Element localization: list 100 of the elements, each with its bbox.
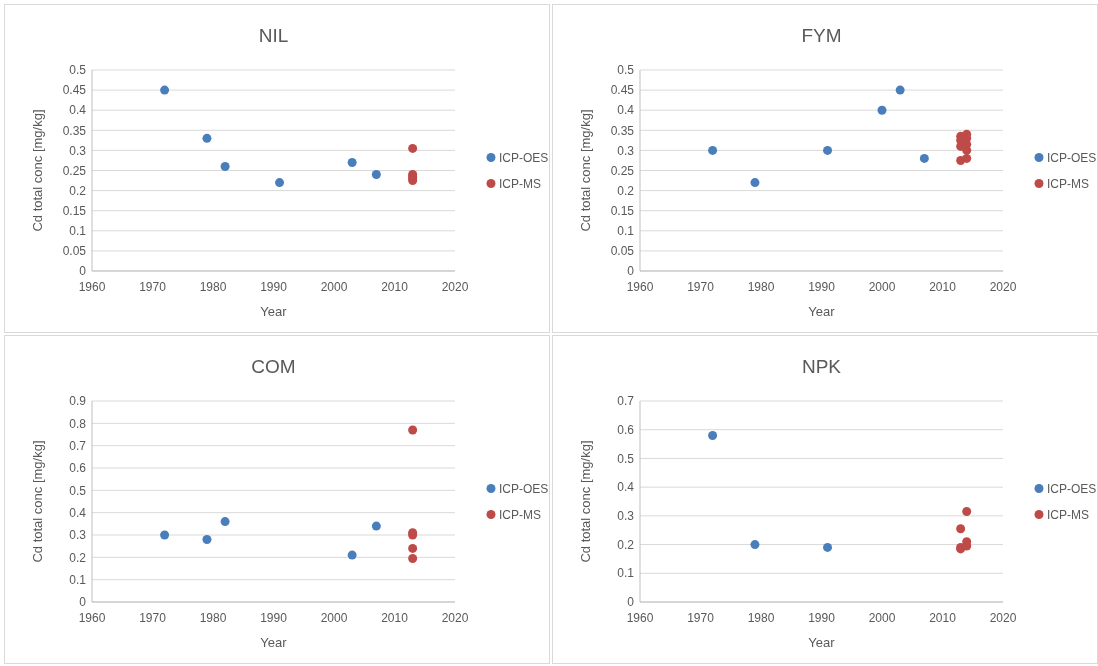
- y-tick-label: 0.2: [69, 183, 87, 198]
- point: [877, 105, 887, 115]
- y-tick-label: 0.6: [69, 461, 87, 476]
- point: [823, 145, 833, 155]
- point: [371, 170, 381, 180]
- x-tick-label: 1990: [260, 280, 288, 294]
- x-tick-label: 2020: [441, 280, 469, 294]
- x-tick-label: 1970: [139, 280, 167, 294]
- x-tick-label: 2000: [868, 280, 896, 294]
- x-tick-label: 1970: [687, 280, 715, 294]
- y-tick-label: 0.25: [62, 163, 87, 178]
- y-axis-title: Cd total conc [mg/kg]: [578, 109, 593, 232]
- point: [160, 530, 170, 540]
- point: [220, 517, 230, 527]
- point: [202, 534, 212, 544]
- y-tick-label: 0.3: [69, 528, 87, 543]
- y-tick-label: 0: [79, 264, 87, 279]
- y-tick-label: 0.15: [610, 203, 635, 218]
- y-axis-title: Cd total conc [mg/kg]: [578, 440, 593, 563]
- y-tick-label: 0.4: [69, 505, 87, 520]
- y-tick-label: 0.7: [69, 438, 87, 453]
- y-tick-label: 0.45: [610, 83, 635, 98]
- point: [708, 145, 718, 155]
- y-tick-label: 0.1: [617, 224, 635, 238]
- x-tick-label: 2000: [320, 611, 348, 625]
- y-tick-label: 0.05: [62, 244, 87, 259]
- point: [919, 153, 929, 163]
- y-tick-label: 0.5: [617, 451, 635, 466]
- x-tick-label: 2000: [868, 611, 896, 625]
- x-axis-title: Year: [808, 304, 836, 319]
- x-tick-label: 2020: [989, 611, 1017, 625]
- point: [956, 524, 966, 534]
- y-tick-label: 0.35: [610, 123, 635, 138]
- point: [408, 553, 418, 563]
- chart-title: NPK: [801, 356, 842, 377]
- y-tick-label: 0.3: [69, 143, 87, 158]
- y-tick-label: 0: [627, 264, 635, 279]
- y-tick-label: 0.4: [69, 103, 87, 118]
- x-tick-label: 2010: [381, 611, 409, 625]
- point: [750, 178, 760, 188]
- point: [962, 153, 972, 163]
- y-tick-label: 0.7: [617, 394, 635, 409]
- y-tick-label: 0.3: [617, 509, 635, 524]
- y-tick-label: 0.1: [69, 572, 87, 587]
- y-tick-label: 0.15: [62, 203, 87, 218]
- x-tick-label: 2020: [441, 611, 469, 625]
- x-axis-title: Year: [260, 635, 288, 650]
- y-tick-label: 0.5: [617, 63, 635, 78]
- x-axis-title: Year: [808, 635, 836, 650]
- y-tick-label: 0.1: [617, 566, 635, 581]
- point: [895, 85, 905, 95]
- y-tick-label: 0.6: [617, 422, 635, 437]
- x-tick-label: 1990: [808, 280, 836, 294]
- x-axis-title: Year: [260, 304, 288, 319]
- y-tick-label: 0.25: [610, 163, 635, 178]
- point: [962, 507, 972, 517]
- x-tick-label: 1960: [78, 611, 106, 625]
- y-tick-label: 0.1: [69, 224, 87, 238]
- point: [160, 85, 170, 95]
- point: [408, 543, 418, 553]
- x-tick-label: 1990: [260, 611, 288, 625]
- x-tick-label: 1970: [687, 611, 715, 625]
- x-tick-label: 1970: [139, 611, 167, 625]
- x-tick-label: 1980: [199, 611, 227, 625]
- legend-label: ICP-OES: [499, 150, 549, 165]
- x-tick-label: 1980: [747, 611, 775, 625]
- x-tick-label: 2000: [320, 280, 348, 294]
- y-tick-label: 0.35: [62, 123, 87, 138]
- y-axis-title: Cd total conc [mg/kg]: [30, 109, 45, 232]
- x-tick-label: 1980: [199, 280, 227, 294]
- x-tick-label: 1980: [747, 280, 775, 294]
- chart-title: FYM: [801, 25, 842, 46]
- legend-label: ICP-MS: [1047, 176, 1089, 191]
- point: [750, 540, 760, 550]
- legend-label: ICP-MS: [499, 176, 541, 191]
- point: [202, 133, 212, 143]
- legend-label: ICP-OES: [499, 481, 549, 496]
- point: [275, 178, 285, 188]
- point: [708, 430, 718, 440]
- y-tick-label: 0.5: [69, 483, 87, 498]
- y-tick-label: 0: [79, 595, 87, 610]
- x-tick-label: 2020: [989, 280, 1017, 294]
- point: [408, 425, 418, 435]
- point: [823, 542, 833, 552]
- y-tick-label: 0.2: [69, 550, 87, 565]
- legend-label: ICP-OES: [1047, 481, 1097, 496]
- x-tick-label: 1990: [808, 611, 836, 625]
- point: [347, 157, 357, 167]
- x-tick-label: 2010: [381, 280, 409, 294]
- x-tick-label: 1960: [78, 280, 106, 294]
- y-tick-label: 0: [627, 595, 635, 610]
- y-tick-label: 0.45: [62, 83, 87, 98]
- x-tick-label: 2010: [929, 280, 957, 294]
- chart-title: COM: [251, 356, 296, 377]
- x-tick-label: 1960: [626, 280, 654, 294]
- point: [347, 550, 357, 560]
- x-tick-label: 1960: [626, 611, 654, 625]
- y-tick-label: 0.4: [617, 480, 635, 495]
- y-tick-label: 0.3: [617, 143, 635, 158]
- y-tick-label: 0.05: [610, 244, 635, 259]
